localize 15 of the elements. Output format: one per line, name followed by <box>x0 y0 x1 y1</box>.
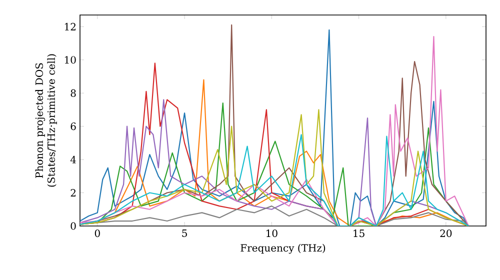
y-tick-label: 4 <box>70 156 76 164</box>
y-tick-label: 12 <box>64 22 76 30</box>
x-tick-label: 10 <box>266 230 278 238</box>
y-tick-label: 6 <box>70 122 76 130</box>
y-tick-label: 10 <box>64 56 76 64</box>
x-axis-title: Frequency (THz) <box>240 244 326 254</box>
y-tick-label: 0 <box>70 222 76 230</box>
y-tick-label: 2 <box>70 189 76 196</box>
y-tick-label: 8 <box>70 89 76 97</box>
x-tick-label: 15 <box>354 230 364 238</box>
y-axis-title: Phonon projected DOS (States/THz·primitive cell) <box>35 54 57 187</box>
x-tick-label: 0 <box>94 230 100 238</box>
line-series <box>80 134 470 226</box>
x-tick-label: 20 <box>440 230 452 238</box>
x-tick-label: 5 <box>182 230 187 237</box>
